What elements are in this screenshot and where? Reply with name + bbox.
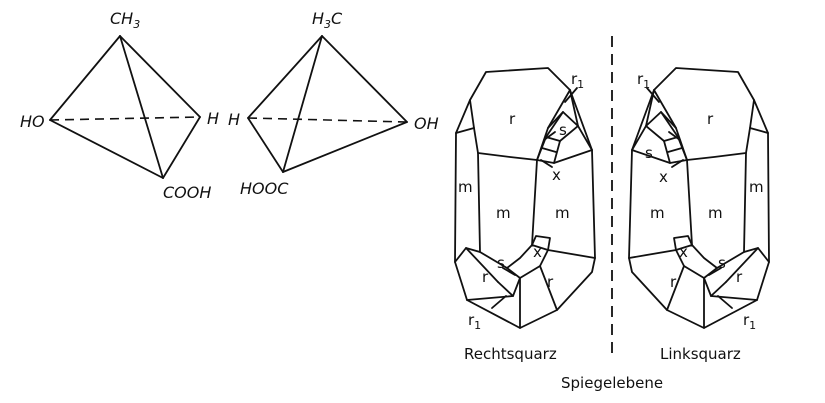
mirror-plane-label: Spiegelebene (561, 374, 663, 392)
face-s-bottom-edge (497, 267, 521, 297)
face-label-r-bottom-left: r (482, 268, 489, 286)
edge (539, 249, 549, 267)
face-label-r-bottom-left: r (670, 273, 677, 291)
lower-edges (628, 244, 770, 269)
caption-rechtsquarz: Rechtsquarz (464, 345, 557, 363)
edge (455, 127, 475, 134)
edge (49, 35, 121, 121)
leader-x-top (671, 159, 684, 168)
face-label-r-bottom-right: r (736, 268, 743, 286)
substituent-right: H (207, 109, 219, 128)
edge (749, 127, 769, 134)
leader-s-top (543, 131, 556, 141)
face-label-r1-bottom: r1 (468, 311, 481, 332)
edge (559, 125, 579, 142)
face-label-r-top: r (707, 110, 714, 128)
edge (247, 35, 323, 119)
edge (667, 147, 683, 153)
leader-x-top (540, 159, 553, 168)
face-x-bottom-edge (673, 235, 693, 251)
leader-r1-bottom (717, 295, 733, 309)
face-r1-top-edge (547, 89, 579, 129)
edge (725, 247, 759, 283)
edge (631, 149, 671, 164)
face-label-x-top: x (552, 166, 561, 184)
edge (645, 125, 665, 142)
tetrahedron-right: H3C H OH HOOC (228, 9, 439, 198)
quartz-crystal-left-handed: r r1 s x m m m s x r r r1 Linksquarz (628, 67, 770, 363)
face-label-x-bottom: x (679, 243, 688, 261)
face-s-bottom-edge (703, 267, 727, 297)
tetrahedron-left: CH3 HO H COOH (20, 9, 219, 202)
leader-r1-top (564, 87, 578, 103)
edge (683, 265, 705, 279)
face-label-r1-bottom: r1 (743, 311, 756, 332)
face-label-m-right: m (749, 178, 764, 196)
edge (282, 121, 408, 173)
lower-edges (454, 244, 596, 269)
edge (553, 149, 593, 164)
face-label-r1-top: r1 (637, 70, 650, 91)
edge (465, 247, 499, 283)
face-label-s-bottom: s (718, 254, 726, 272)
substituent-left: H (228, 110, 240, 129)
caption-linksquarz: Linksquarz (660, 345, 741, 363)
face-label-m-center: m (496, 204, 511, 222)
edge (321, 35, 408, 123)
face-label-s-bottom: s (497, 254, 505, 272)
face-label-s-top: s (645, 144, 653, 162)
face-label-r-bottom-right: r (547, 273, 554, 291)
substituent-bottom: COOH (163, 183, 211, 202)
substituent-top: CH3 (110, 9, 140, 31)
quartz-crystal-right-handed: r r1 s x m m m s x r r r1 Rechtsquarz (454, 67, 596, 363)
leader-s-bottom (502, 267, 516, 276)
face-label-r-top: r (509, 110, 516, 128)
edge (577, 125, 593, 151)
substituent-bottom: HOOC (240, 179, 289, 198)
edge (666, 265, 685, 311)
prism-edge (531, 159, 538, 246)
face-label-x-top: x (659, 168, 668, 186)
edge (675, 249, 685, 267)
edge (519, 265, 541, 279)
edge (49, 119, 164, 179)
prism-edge (477, 152, 481, 253)
substituent-top: H3C (312, 9, 343, 31)
edge (119, 35, 201, 118)
edge (282, 35, 323, 173)
edge (631, 125, 647, 151)
hidden-edge (247, 117, 408, 123)
edge (247, 117, 284, 173)
leader-s-top (668, 131, 681, 141)
leader-r1-bottom (491, 295, 507, 309)
face-r1-top-edge (645, 89, 677, 129)
leader-s-bottom (708, 267, 722, 276)
substituent-right: OH (414, 114, 439, 133)
edge (119, 35, 164, 179)
leader-r1-top (646, 87, 660, 103)
face-label-r1-top: r1 (571, 70, 584, 91)
face-label-x-bottom: x (533, 243, 542, 261)
edge (539, 265, 558, 311)
face-label-m-center: m (708, 204, 723, 222)
prism-edge (743, 152, 747, 253)
hidden-edge (49, 116, 201, 121)
face-label-m-right: m (555, 204, 570, 222)
substituent-left: HO (20, 112, 45, 131)
edge (162, 116, 201, 179)
face-label-s-top: s (559, 121, 567, 139)
face-x-bottom-edge (531, 235, 551, 251)
face-label-m-left: m (458, 178, 473, 196)
edge (541, 147, 557, 153)
prism-edge (686, 159, 693, 246)
face-label-m-left: m (650, 204, 665, 222)
